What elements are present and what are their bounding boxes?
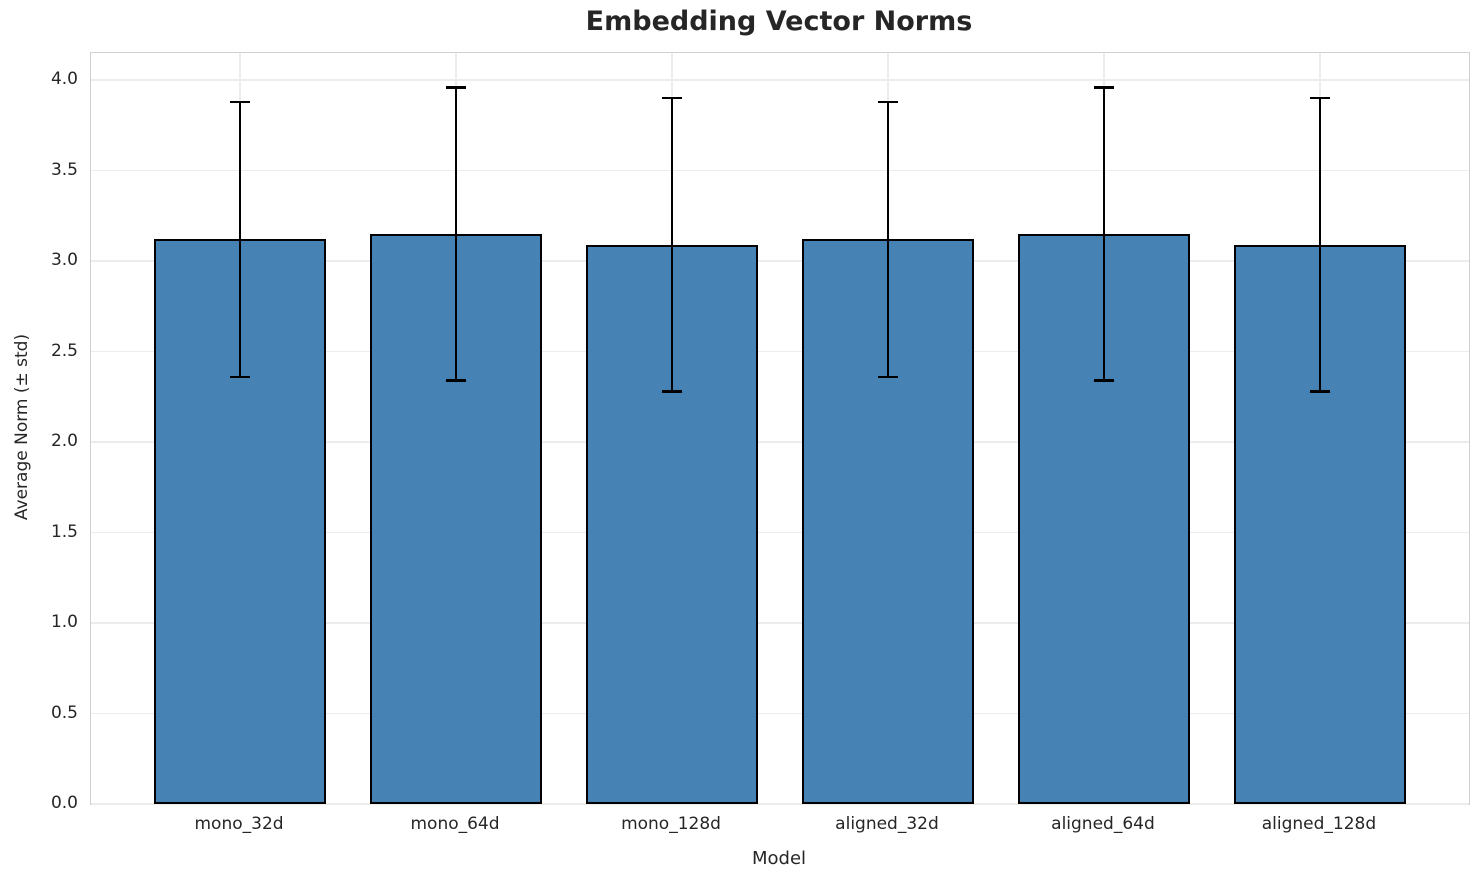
- y-tick-label: 1.5: [50, 521, 78, 542]
- x-axis-label: Model: [751, 848, 807, 869]
- error-cap-bottom-mono_32d: [230, 375, 251, 379]
- y-gridline: [91, 803, 1469, 805]
- y-gridline: [91, 260, 1469, 262]
- y-tick-label: 3.0: [50, 250, 78, 271]
- y-gridline: [91, 712, 1469, 715]
- error-bar-aligned_128d: [1318, 98, 1322, 392]
- error-bar-mono_64d: [454, 87, 458, 381]
- y-gridline: [91, 169, 1469, 172]
- error-bar-aligned_64d: [1102, 87, 1106, 381]
- error-cap-bottom-aligned_32d: [877, 375, 898, 379]
- error-cap-top-aligned_128d: [1309, 96, 1330, 100]
- error-cap-top-mono_32d: [230, 100, 251, 104]
- error-cap-bottom-mono_128d: [662, 390, 682, 393]
- error-cap-bottom-aligned_64d: [1093, 379, 1114, 382]
- y-tick-label: 0.5: [50, 702, 78, 723]
- error-cap-bottom-mono_64d: [446, 379, 467, 382]
- y-tick-label: 3.5: [50, 159, 78, 180]
- y-gridline: [91, 622, 1469, 624]
- error-cap-top-mono_64d: [446, 86, 467, 89]
- y-tick-label: 2.0: [50, 431, 78, 452]
- plot-area: [90, 52, 1470, 805]
- error-bar-mono_128d: [670, 98, 674, 392]
- y-tick-label: 0.0: [50, 793, 78, 813]
- chart-title: Embedding Vector Norms: [585, 6, 973, 37]
- x-tick-label-aligned_128d: aligned_128d: [1261, 814, 1377, 834]
- y-gridline: [91, 531, 1469, 534]
- y-tick-label: 1.0: [50, 612, 78, 633]
- x-tick-label-aligned_32d: aligned_32d: [835, 814, 939, 834]
- y-axis-label: Average Norm (± std): [12, 333, 32, 521]
- bar-mono_128d: [585, 244, 759, 804]
- y-gridline: [91, 79, 1469, 81]
- y-tick-label: 2.5: [50, 340, 78, 361]
- error-bar-mono_32d: [238, 101, 242, 377]
- error-bar-aligned_32d: [886, 101, 890, 377]
- error-cap-top-aligned_32d: [877, 100, 898, 104]
- x-tick-label-mono_32d: mono_32d: [194, 814, 284, 834]
- x-tick-label-aligned_64d: aligned_64d: [1051, 814, 1155, 834]
- error-cap-bottom-aligned_128d: [1309, 390, 1330, 393]
- error-cap-top-aligned_64d: [1093, 86, 1114, 89]
- y-gridline: [91, 350, 1469, 353]
- x-tick-label-mono_128d: mono_128d: [621, 814, 721, 834]
- x-tick-label-mono_64d: mono_64d: [410, 814, 500, 834]
- error-cap-top-mono_128d: [662, 96, 682, 100]
- y-tick-label: 4.0: [50, 69, 78, 90]
- bar-aligned_32d: [801, 239, 975, 804]
- y-gridline: [91, 441, 1469, 443]
